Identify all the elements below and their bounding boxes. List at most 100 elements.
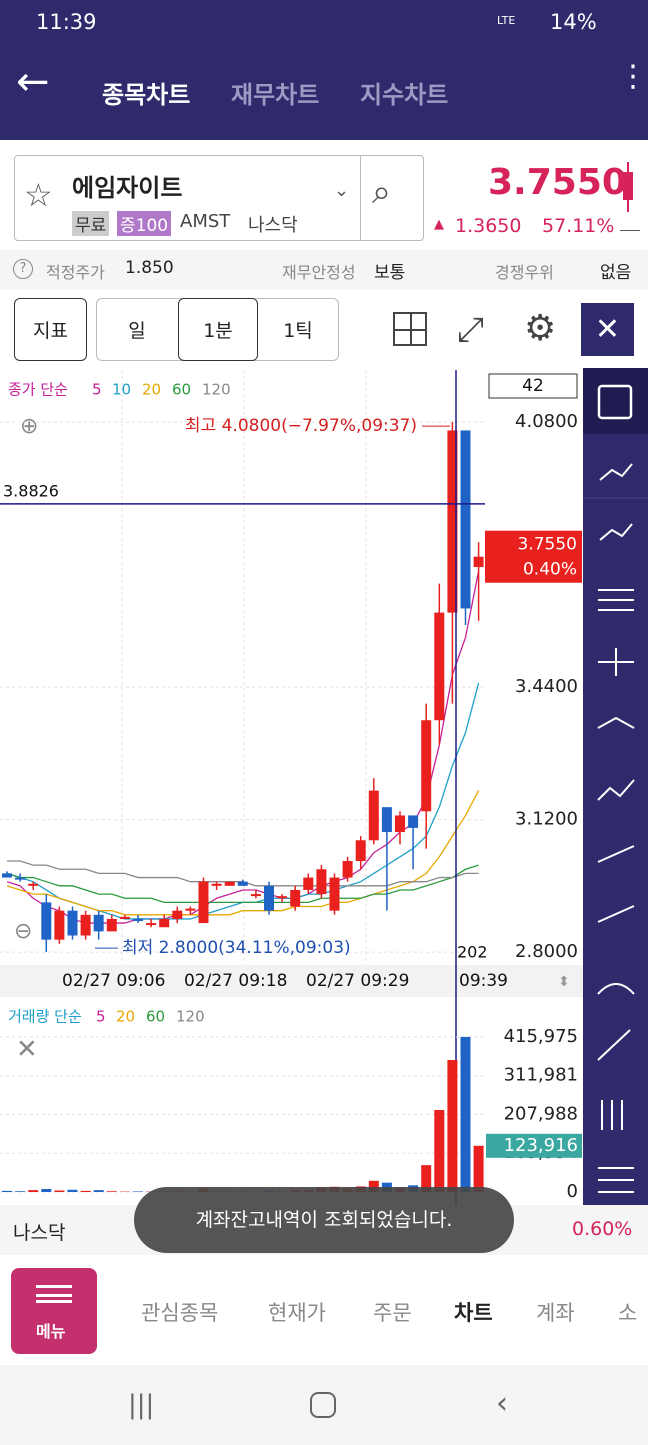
volume-bar bbox=[368, 1180, 379, 1192]
recent-apps[interactable]: ||| bbox=[128, 1390, 155, 1420]
candle-body bbox=[395, 815, 405, 833]
dropdown[interactable]: ⌄ bbox=[334, 180, 350, 201]
tab[interactable]: 지수차트 bbox=[360, 81, 449, 109]
volume-bar bbox=[447, 1060, 458, 1192]
low-note: 최저 2.8000(34.11%,09:03) bbox=[122, 938, 351, 958]
period-button-active[interactable]: 1분 bbox=[178, 298, 258, 361]
volume-bar bbox=[2, 1190, 12, 1192]
candle-body bbox=[93, 914, 104, 932]
price-change-pct: 57.11% bbox=[542, 215, 615, 237]
h-line-label: 3.8826 bbox=[3, 481, 59, 500]
y-tick-label: 207,988 bbox=[504, 1103, 578, 1124]
save-tool[interactable] bbox=[583, 368, 648, 434]
nav-item[interactable]: 계좌 bbox=[536, 1301, 575, 1325]
time-label: 02/27 09:06 bbox=[62, 971, 165, 991]
y-tick-label: 2.8000 bbox=[515, 941, 578, 962]
favorite-star[interactable]: ☆ bbox=[24, 176, 53, 214]
volume-bar bbox=[133, 1191, 143, 1192]
tag: AMST bbox=[180, 211, 231, 232]
price-change: 1.3650 bbox=[455, 215, 522, 237]
volume-bar bbox=[473, 1145, 484, 1192]
candle-body bbox=[224, 881, 235, 886]
nav-item[interactable]: 관심종목 bbox=[141, 1301, 219, 1325]
stock-name: 에임자이트 bbox=[72, 174, 183, 202]
menu-icon bbox=[36, 1285, 72, 1303]
y-tick-label: 0 bbox=[567, 1181, 578, 1202]
fullscreen-icon[interactable]: ⤢ bbox=[457, 310, 485, 350]
zoom-out[interactable]: ⊖ bbox=[14, 919, 32, 944]
tab-active[interactable]: 종목차트 bbox=[102, 81, 191, 109]
candle-body bbox=[447, 430, 458, 613]
volume-bar bbox=[15, 1191, 26, 1192]
candle-body bbox=[290, 889, 301, 907]
tab[interactable]: 재무차트 bbox=[231, 81, 320, 109]
menu-icon bbox=[36, 1294, 72, 1297]
nav-item[interactable]: 현재가 bbox=[268, 1301, 326, 1325]
help-icon[interactable]: ? bbox=[13, 259, 33, 279]
volume-legend-entry: 60 bbox=[146, 1008, 165, 1026]
period-button[interactable]: 1틱 bbox=[283, 320, 313, 342]
tag: 나스닥 bbox=[248, 215, 298, 236]
candle-body bbox=[2, 873, 12, 878]
value: 없음 bbox=[600, 263, 632, 283]
battery: 14% bbox=[550, 10, 597, 34]
tag: 증100 bbox=[117, 211, 172, 236]
back-button[interactable]: ← bbox=[16, 59, 50, 105]
info-bar bbox=[0, 250, 648, 290]
y-tick-label: 4.0800 bbox=[515, 411, 578, 432]
candle-body bbox=[250, 894, 261, 897]
toast: 계좌잔고내역이 조회되었습니다. bbox=[134, 1187, 514, 1253]
price-tag-pct: 0.40% bbox=[523, 560, 577, 580]
save-icon bbox=[597, 384, 633, 420]
back[interactable]: ‹ bbox=[496, 1386, 508, 1421]
legend-entry: 60 bbox=[172, 381, 191, 399]
nav-item[interactable]: 주문 bbox=[373, 1301, 412, 1325]
legend-entry: 5 bbox=[92, 381, 102, 399]
cross-count-box bbox=[488, 373, 578, 399]
search-icon[interactable]: ⌕ bbox=[372, 172, 392, 212]
time-label: 09:39 bbox=[459, 971, 508, 991]
volume-legend-entry: 120 bbox=[176, 1008, 205, 1026]
menu-button[interactable] bbox=[11, 1268, 97, 1354]
candle-body bbox=[80, 914, 91, 936]
home[interactable] bbox=[310, 1392, 336, 1418]
legend-entry: 120 bbox=[202, 381, 231, 399]
legend-entry: 20 bbox=[142, 381, 161, 399]
close-volume[interactable]: ✕ bbox=[16, 1035, 38, 1065]
dash bbox=[620, 230, 640, 231]
divider bbox=[360, 155, 361, 241]
candle-body bbox=[237, 881, 248, 886]
candle-body bbox=[119, 916, 130, 919]
price-tag bbox=[485, 530, 582, 583]
price-icon bbox=[623, 172, 633, 200]
layout-icon[interactable] bbox=[393, 312, 427, 346]
candle-body bbox=[146, 923, 157, 926]
volume-legend-entry: 5 bbox=[96, 1008, 106, 1026]
tool-sidebar bbox=[583, 368, 648, 1205]
nav-item-active[interactable]: 차트 bbox=[454, 1301, 493, 1325]
candle-body bbox=[15, 877, 26, 880]
candle-body bbox=[421, 720, 432, 812]
label: 재무안정성 bbox=[282, 263, 356, 282]
volume-tag bbox=[486, 1133, 582, 1158]
period-button[interactable]: 일 bbox=[128, 320, 146, 342]
candle-body bbox=[133, 918, 143, 922]
settings-icon[interactable]: ⚙ bbox=[524, 308, 557, 349]
candle-body bbox=[381, 807, 392, 833]
indicator-button[interactable]: 지표 bbox=[14, 298, 87, 361]
scroll-arrows[interactable]: ⬍ bbox=[558, 974, 570, 990]
system-nav bbox=[0, 1365, 648, 1445]
tag: 무료 bbox=[72, 211, 110, 236]
top-bar bbox=[0, 0, 648, 140]
market-change: 0.60% bbox=[572, 1218, 633, 1240]
tools-button[interactable]: ✕ bbox=[581, 303, 634, 356]
candle-body bbox=[211, 883, 222, 886]
high-note: 최고 4.0800(−7.97%,09:37) bbox=[185, 416, 417, 436]
nav-item[interactable]: 소 bbox=[618, 1301, 638, 1325]
zoom-in[interactable]: ⊕ bbox=[20, 414, 38, 439]
volume-bar bbox=[67, 1189, 78, 1192]
stock-search-box[interactable] bbox=[14, 155, 424, 241]
candle-body bbox=[329, 877, 340, 911]
